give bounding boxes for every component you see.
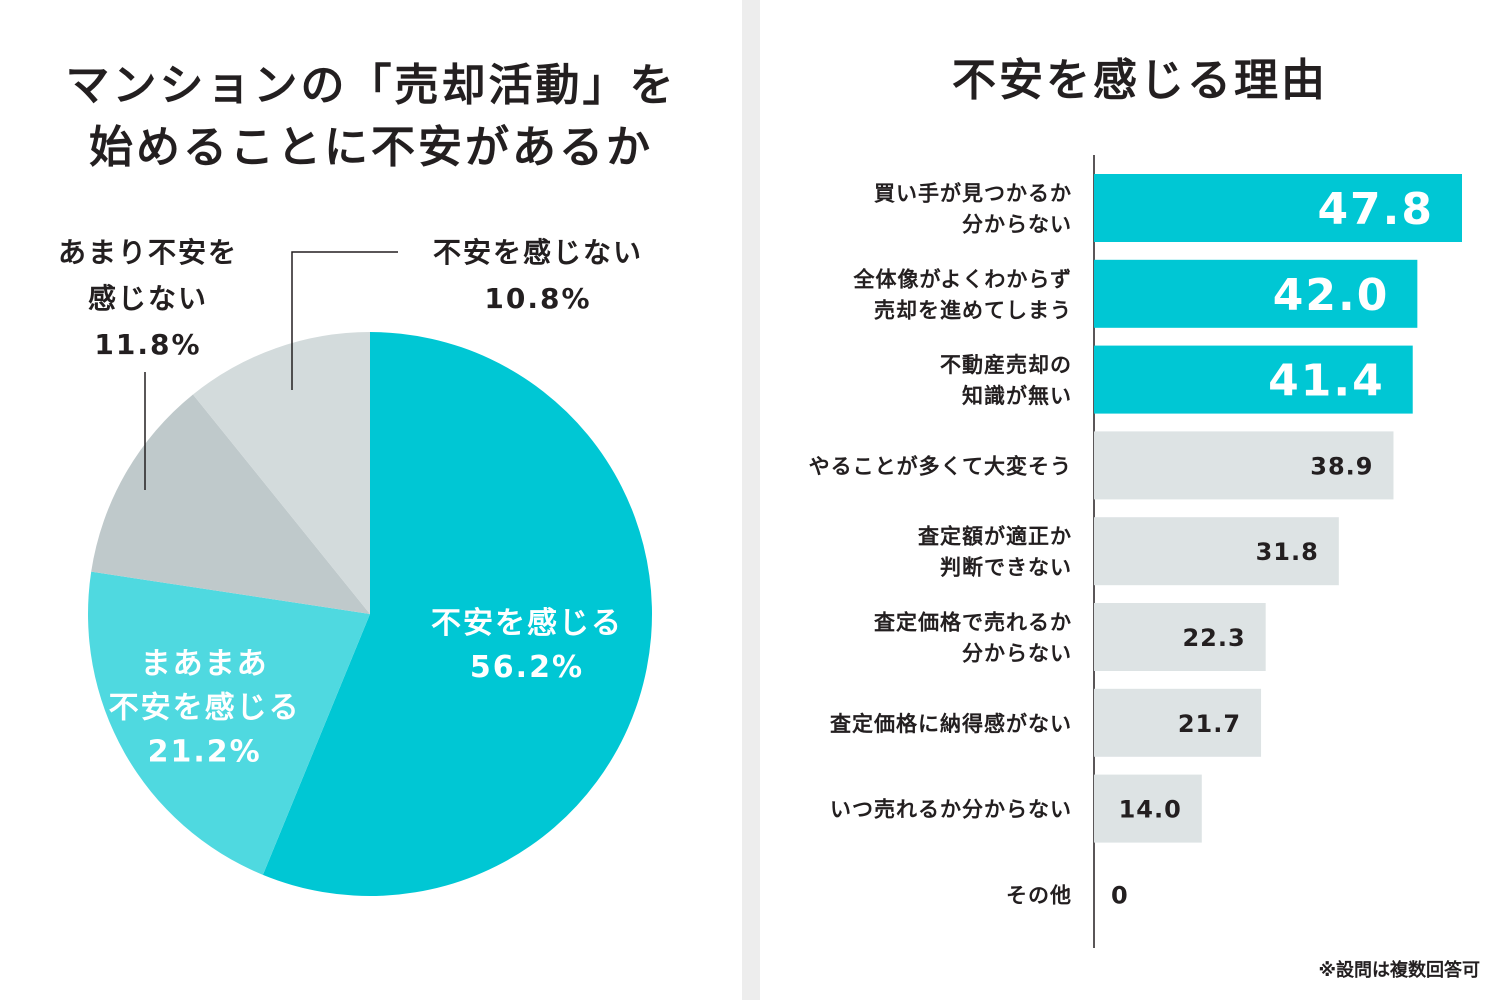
bar-7: [1094, 688, 1262, 757]
bar-category-label-1-line-1: 買い手が見つかるか: [874, 182, 1072, 206]
pie-label-3-line-2: 感じない: [88, 282, 208, 315]
bar-chart-title: 不安を感じる理由: [952, 55, 1328, 106]
pie-slice-3: [91, 394, 371, 614]
pie-chart-title-line-2: 始めることに不安があるか: [89, 122, 653, 173]
bar-4: [1094, 431, 1394, 500]
bar-6: [1094, 603, 1266, 671]
bar-value-label-2: 42.0: [1273, 270, 1390, 321]
pie-label-1-line-1: 不安を感じる: [431, 606, 623, 641]
pie-label-3-line-3: 11.8%: [94, 328, 201, 361]
bar-category-label-5-line-2: 判断できない: [940, 556, 1072, 580]
pie-chart-title-line-1: マンションの「売却活動」を: [65, 60, 677, 111]
pie-label-3: あまり不安を感じない 11.8%: [58, 236, 238, 361]
pie-label-2-line-2: 不安を感じる: [109, 691, 301, 726]
pie-chart: 不安を感じる 56.2%まあまあ不安を感じる 21.2%あまり不安を感じない 11.8…: [58, 236, 652, 896]
footnote: ※設問は複数回答可: [1318, 960, 1481, 981]
bar-category-label-9: その他: [1006, 883, 1072, 907]
bar-category-label-6-line-1: 査定価格で売れるか: [874, 611, 1072, 635]
bar-2: [1094, 259, 1418, 328]
pie-chart-panel: マンションの「売却活動」を 始めることに不安があるか 不安を感じる 56.2% まあ…: [0, 0, 742, 1000]
pie-chart-title: マンションの「売却活動」を 始めることに不安があるか: [0, 55, 742, 179]
bar-chart-panel: 不安を感じる理由 買い手が見つかるか分からない 47.8 全体像がよくわからず売却を…: [760, 0, 1500, 1000]
bar-category-label-4-line-1: やることが多くて大変そう: [809, 454, 1072, 478]
pie-slice-1: [262, 332, 652, 896]
bar-category-label-4: やることが多くて大変そう: [809, 454, 1072, 478]
bar-value-label-8: 14.0: [1119, 796, 1182, 824]
bar-category-label-2-line-1: 全体像がよくわからず: [852, 267, 1072, 291]
pie-label-1: 不安を感じる 56.2%: [431, 606, 623, 685]
pie-label-3-line-1: あまり不安を: [58, 236, 238, 269]
pie-label-4: 不安を感じない 10.8%: [433, 236, 643, 315]
pie-slice-4: [192, 332, 370, 614]
pie-label-4-line-1: 不安を感じない: [433, 236, 643, 269]
bar-category-label-1: 買い手が見つかるか分からない: [874, 182, 1072, 237]
bar-category-label-1-line-2: 分からない: [962, 213, 1072, 237]
bar-1: [1094, 174, 1462, 242]
bar-value-label-9: 0: [1111, 881, 1129, 909]
bar-category-label-2: 全体像がよくわからず売却を進めてしまう: [852, 267, 1072, 322]
bar-category-label-8: いつ売れるか分からない: [830, 798, 1072, 822]
pie-leader-line-4: [291, 251, 398, 390]
bar-category-label-3-line-1: 不動産売却の: [940, 353, 1072, 377]
bar-category-label-5-line-1: 査定額が適正か: [918, 525, 1072, 549]
bar-value-label-5: 31.8: [1256, 538, 1319, 566]
bar-category-label-3: 不動産売却の知識が無い: [940, 353, 1072, 408]
panel-divider: [742, 0, 760, 1000]
bar-category-label-2-line-2: 売却を進めてしまう: [874, 298, 1072, 322]
bar-category-label-7: 査定価格に納得感がない: [830, 712, 1072, 736]
bar-category-label-9-line-1: その他: [1006, 883, 1072, 907]
bar-chart: 買い手が見つかるか分からない 47.8 全体像がよくわからず売却を進めてしまう 42.…: [809, 155, 1462, 948]
pie-label-4-line-2: 10.8%: [484, 282, 591, 315]
bar-value-label-1: 47.8: [1317, 184, 1434, 235]
bar-value-label-4: 38.9: [1310, 452, 1373, 480]
bar-category-label-6-line-2: 分からない: [962, 642, 1072, 666]
pie-label-1-line-2: 56.2%: [470, 650, 584, 685]
bar-8: [1094, 774, 1202, 843]
bar-value-label-7: 21.7: [1178, 710, 1241, 738]
bar-value-label-6: 22.3: [1182, 624, 1245, 652]
bar-value-label-3: 41.4: [1268, 356, 1385, 407]
pie-label-2: まあまあ不安を感じる 21.2%: [109, 647, 301, 770]
pie-slice-2: [87, 571, 371, 875]
bar-5: [1094, 517, 1339, 586]
bar-category-label-7-line-1: 査定価格に納得感がない: [830, 712, 1072, 736]
pie-label-2-line-1: まあまあ: [141, 647, 269, 682]
pie-label-2-line-3: 21.2%: [148, 735, 262, 770]
bar-category-label-5: 査定額が適正か判断できない: [918, 525, 1072, 580]
bar-category-label-3-line-2: 知識が無い: [962, 384, 1072, 408]
bar-category-label-8-line-1: いつ売れるか分からない: [830, 798, 1072, 822]
bar-category-label-6: 査定価格で売れるか分からない: [874, 611, 1072, 666]
bar-3: [1094, 345, 1413, 414]
